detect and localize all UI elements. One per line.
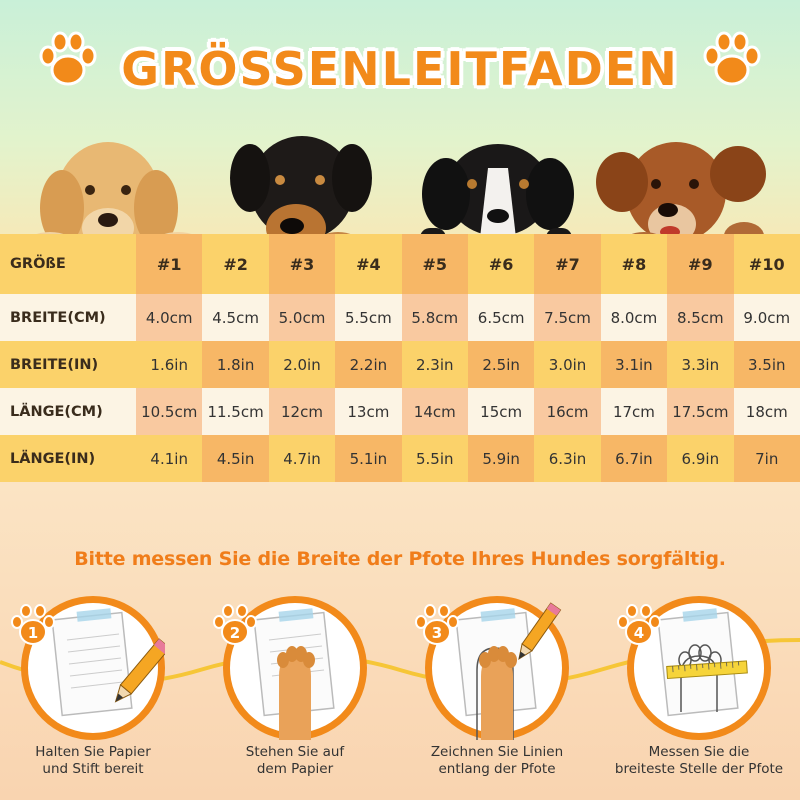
step-caption: Halten Sie Papier und Stift bereit xyxy=(0,744,188,778)
table-cell: 5.9in xyxy=(467,435,535,482)
table-cell: 15cm xyxy=(467,388,535,435)
header-cell: #8 xyxy=(600,234,668,294)
table-cell: 17cm xyxy=(600,388,668,435)
step-caption-line: breiteste Stelle der Pfote xyxy=(614,761,784,777)
table-cell: 4.5in xyxy=(202,435,269,482)
table-header-row: GRÖßE #1 #2 #3 #4 #5 #6 #7 #8 #9 #10 xyxy=(0,234,800,294)
table-cell: 5.1in xyxy=(335,435,402,482)
row-label: BREITE(CM) xyxy=(0,294,136,341)
step-caption: Messen Sie die breiteste Stelle der Pfot… xyxy=(604,744,794,778)
header-cell: #2 xyxy=(202,234,269,294)
table-cell: 3.5in xyxy=(733,341,800,388)
table-cell: 6.7in xyxy=(600,435,668,482)
table-cell: 16cm xyxy=(534,388,601,435)
step-number-badge: 4 xyxy=(617,604,661,645)
table-cell: 1.6in xyxy=(136,341,203,388)
table-cell: 2.3in xyxy=(401,341,468,388)
step-caption-line: Zeichnen Sie Linien xyxy=(430,744,564,760)
table-cell: 2.2in xyxy=(335,341,402,388)
border-collie-image xyxy=(420,144,574,274)
table-cell: 6.3in xyxy=(534,435,601,482)
table-cell: 5.0cm xyxy=(268,294,336,341)
page-title: GRÖSSENLEITFADEN xyxy=(121,42,679,96)
table-cell: 4.5cm xyxy=(202,294,269,341)
step-number: 4 xyxy=(634,624,644,642)
table-cell: 4.1in xyxy=(136,435,203,482)
step-number: 3 xyxy=(432,624,442,642)
header-cell: #1 xyxy=(136,234,203,294)
header: GRÖSSENLEITFADEN xyxy=(0,20,800,110)
step-3: 3 Zeichnen Sie Linien entlang der Pfote xyxy=(412,596,582,796)
table-cell: 3.1in xyxy=(600,341,668,388)
table-cell: 13cm xyxy=(335,388,402,435)
table-row: BREITE(CM) 4.0cm 4.5cm 5.0cm 5.5cm 5.8cm… xyxy=(0,294,800,341)
table-cell: 5.5cm xyxy=(335,294,402,341)
step-number-badge: 2 xyxy=(213,604,257,645)
header-cell: #10 xyxy=(733,234,800,294)
table-row: LÄNGE(IN) 4.1in 4.5in 4.7in 5.1in 5.5in … xyxy=(0,435,800,482)
table-cell: 2.5in xyxy=(467,341,535,388)
step-4: 4 Messen Sie die breiteste Stelle der Pf… xyxy=(614,596,784,796)
header-cell: #3 xyxy=(268,234,336,294)
table-cell: 4.7in xyxy=(268,435,336,482)
table-cell: 4.0cm xyxy=(136,294,203,341)
header-cell: #7 xyxy=(534,234,601,294)
table-cell: 14cm xyxy=(401,388,468,435)
table-cell: 18cm xyxy=(733,388,800,435)
table-cell: 5.8cm xyxy=(401,294,468,341)
table-cell: 7in xyxy=(733,435,800,482)
paper-pencil-icon xyxy=(51,608,165,717)
table-cell: 10.5cm xyxy=(136,388,203,435)
ruler-icon xyxy=(657,608,748,717)
step-2: 2 Stehen Sie auf dem Papier xyxy=(210,596,380,796)
table-cell: 2.0in xyxy=(268,341,336,388)
step-caption: Zeichnen Sie Linien entlang der Pfote xyxy=(402,744,592,778)
table-row: BREITE(IN) 1.6in 1.8in 2.0in 2.2in 2.3in… xyxy=(0,341,800,388)
row-label: LÄNGE(IN) xyxy=(0,435,136,482)
header-cell: #5 xyxy=(401,234,468,294)
table-cell: 6.5cm xyxy=(467,294,535,341)
table-row: LÄNGE(CM) 10.5cm 11.5cm 12cm 13cm 14cm 1… xyxy=(0,388,800,435)
step-caption-line: Stehen Sie auf xyxy=(245,744,345,760)
table-cell: 6.9in xyxy=(667,435,734,482)
step-caption-line: dem Papier xyxy=(256,761,334,777)
paw-icon xyxy=(703,31,761,86)
step-caption-line: Halten Sie Papier xyxy=(35,744,151,760)
header-cell: #4 xyxy=(335,234,402,294)
step-caption: Stehen Sie auf dem Papier xyxy=(200,744,390,778)
table-cell: 8.0cm xyxy=(600,294,668,341)
step-number-badge: 3 xyxy=(415,604,459,645)
table-cell: 8.5cm xyxy=(667,294,734,341)
step-number: 2 xyxy=(230,624,240,642)
row-label: LÄNGE(CM) xyxy=(0,388,136,435)
table-cell: 11.5cm xyxy=(202,388,269,435)
header-cell: #6 xyxy=(467,234,535,294)
header-cell: #9 xyxy=(667,234,734,294)
trace-paw-icon xyxy=(455,602,562,740)
table-cell: 1.8in xyxy=(202,341,269,388)
step-caption-line: Messen Sie die xyxy=(648,744,750,760)
row-label: BREITE(IN) xyxy=(0,341,136,388)
paw-icon xyxy=(39,31,97,86)
step-number: 1 xyxy=(28,624,38,642)
table-cell: 17.5cm xyxy=(667,388,734,435)
table-cell: 5.5in xyxy=(401,435,468,482)
table-cell: 9.0cm xyxy=(733,294,800,341)
table-cell: 7.5cm xyxy=(534,294,601,341)
paw-on-paper-icon xyxy=(253,608,335,740)
table-cell: 3.3in xyxy=(667,341,734,388)
table-cell: 3.0in xyxy=(534,341,601,388)
table-cell: 12cm xyxy=(268,388,336,435)
step-1: 1 Halten Sie Papier und Stift bereit xyxy=(8,596,178,796)
step-number-badge: 1 xyxy=(11,604,55,645)
instruction-text: Bitte messen Sie die Breite der Pfote Ih… xyxy=(74,548,726,570)
step-caption-line: entlang der Pfote xyxy=(438,761,556,777)
step-caption-line: und Stift bereit xyxy=(42,761,144,777)
header-cell: GRÖßE xyxy=(0,234,136,294)
size-table: GRÖßE #1 #2 #3 #4 #5 #6 #7 #8 #9 #10 BRE… xyxy=(0,234,800,516)
